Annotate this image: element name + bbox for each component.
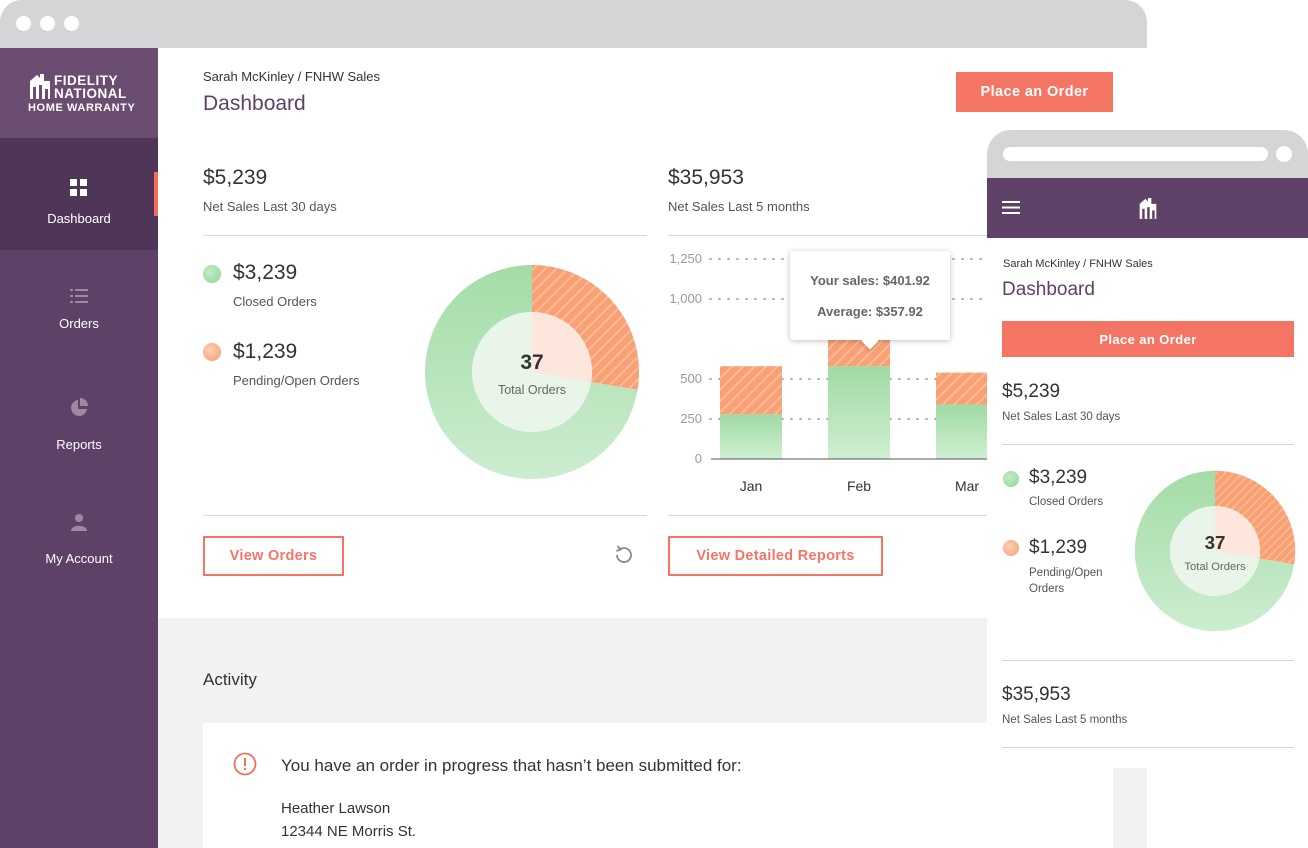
view-reports-button[interactable]: View Detailed Reports bbox=[668, 536, 883, 576]
donut-center-pending bbox=[1215, 506, 1260, 559]
logo[interactable]: FIDELITY NATIONAL HOME WARRANTY bbox=[0, 48, 158, 138]
mobile-net-sales-30-value: $5,239 bbox=[1002, 381, 1061, 402]
mobile-net-sales-30-label: Net Sales Last 30 days bbox=[1002, 411, 1121, 423]
closed-orders-value: $3,239 bbox=[233, 261, 298, 284]
divider bbox=[1002, 660, 1294, 661]
y-tick-label: 1,000 bbox=[669, 291, 702, 306]
grid-icon bbox=[70, 179, 87, 196]
divider bbox=[668, 515, 1147, 516]
y-tick-label: 1,250 bbox=[669, 251, 702, 266]
divider bbox=[1002, 444, 1294, 445]
mobile-orders-donut-chart: 37 Total Orders bbox=[1134, 470, 1296, 632]
sidebar: FIDELITY NATIONAL HOME WARRANTY Dashboar… bbox=[0, 48, 158, 848]
mobile-header bbox=[987, 178, 1308, 238]
alert-message: You have an order in progress that hasn’… bbox=[281, 756, 742, 775]
bar-feb-sales[interactable] bbox=[828, 366, 890, 459]
window-dot[interactable] bbox=[64, 16, 79, 31]
net-sales-5m-label: Net Sales Last 5 months bbox=[668, 199, 810, 214]
main-content: Sarah McKinley / FNHW Sales Dashboard Pl… bbox=[158, 48, 1147, 848]
mobile-url-bar[interactable] bbox=[1003, 147, 1268, 161]
user-icon bbox=[71, 514, 87, 531]
y-tick-label: 0 bbox=[695, 451, 702, 466]
mobile-breadcrumb[interactable]: Sarah McKinley / FNHW Sales bbox=[1003, 258, 1153, 270]
bar-jan-average[interactable] bbox=[720, 366, 782, 415]
sidebar-item-label: Dashboard bbox=[47, 211, 111, 226]
divider bbox=[203, 235, 647, 236]
desktop-window: FIDELITY NATIONAL HOME WARRANTY Dashboar… bbox=[0, 0, 1147, 848]
tooltip-average: Average: $357.92 bbox=[817, 304, 923, 319]
customer-name: Heather Lawson bbox=[281, 800, 391, 817]
divider bbox=[1002, 747, 1294, 748]
divider bbox=[668, 235, 1147, 236]
x-tick-label: Jan bbox=[740, 478, 763, 494]
pending-orders-dot bbox=[203, 343, 221, 361]
window-dot[interactable] bbox=[40, 16, 55, 31]
mobile-donut-center-value: 37 bbox=[1205, 532, 1226, 553]
mobile-window-dot[interactable] bbox=[1276, 146, 1292, 162]
window-dot[interactable] bbox=[16, 16, 31, 31]
pending-orders-label: Pending/Open Orders bbox=[233, 373, 360, 388]
building-logo-icon[interactable] bbox=[1138, 197, 1158, 219]
mobile-pending-orders-label: Pending/Open bbox=[1029, 567, 1103, 579]
logo-text: FIDELITY NATIONAL bbox=[54, 73, 127, 101]
donut-center-value: 37 bbox=[520, 351, 543, 374]
sidebar-item-my-account[interactable]: My Account bbox=[0, 474, 158, 586]
breadcrumb[interactable]: Sarah McKinley / FNHW Sales bbox=[203, 69, 380, 84]
x-tick-label: Feb bbox=[847, 478, 871, 494]
browser-chrome bbox=[0, 0, 1147, 48]
mobile-closed-orders-value: $3,239 bbox=[1029, 467, 1088, 488]
chart-tooltip: Your sales: $401.92 Average: $357.92 bbox=[790, 251, 950, 350]
net-sales-5m-value: $35,953 bbox=[668, 166, 744, 189]
divider bbox=[203, 515, 647, 516]
donut-center-pending bbox=[532, 312, 592, 383]
refresh-icon[interactable] bbox=[613, 544, 635, 566]
logo-line-1: FIDELITY bbox=[54, 73, 118, 88]
closed-orders-dot bbox=[203, 265, 221, 283]
closed-orders-label: Closed Orders bbox=[233, 294, 317, 309]
mobile-body: Sarah McKinley / FNHW Sales Dashboard Pl… bbox=[987, 238, 1308, 768]
mobile-net-sales-5m-label: Net Sales Last 5 months bbox=[1002, 714, 1128, 726]
net-sales-30-label: Net Sales Last 30 days bbox=[203, 199, 337, 214]
page-title: Dashboard bbox=[203, 92, 306, 115]
logo-line-3: HOME WARRANTY bbox=[28, 102, 136, 114]
customer-address: 12344 NE Morris St. bbox=[281, 823, 417, 840]
sidebar-item-label: My Account bbox=[45, 551, 113, 566]
activity-title: Activity bbox=[203, 670, 257, 689]
list-icon bbox=[70, 289, 88, 303]
sidebar-item-label: Orders bbox=[59, 316, 99, 331]
logo-line-2: NATIONAL bbox=[54, 86, 127, 101]
mobile-closed-orders-dot bbox=[1003, 471, 1019, 487]
mobile-page-title: Dashboard bbox=[1002, 279, 1095, 300]
x-tick-label: Mar bbox=[955, 478, 979, 494]
mobile-pending-orders-value: $1,239 bbox=[1029, 537, 1088, 558]
active-indicator bbox=[154, 172, 158, 216]
y-tick-label: 500 bbox=[680, 371, 702, 386]
sidebar-item-reports[interactable]: Reports bbox=[0, 362, 158, 474]
mobile-pending-orders-label: Orders bbox=[1029, 583, 1065, 595]
pending-orders-value: $1,239 bbox=[233, 340, 298, 363]
tooltip-sales: Your sales: $401.92 bbox=[810, 273, 930, 288]
sidebar-item-dashboard[interactable]: Dashboard bbox=[0, 138, 158, 250]
activity-card[interactable]: You have an order in progress that hasn’… bbox=[203, 723, 1113, 848]
bar-jan-sales[interactable] bbox=[720, 414, 782, 459]
place-order-button[interactable]: Place an Order bbox=[956, 72, 1113, 112]
mobile-browser-chrome bbox=[987, 130, 1308, 178]
building-logo-icon bbox=[30, 74, 50, 99]
sidebar-item-orders[interactable]: Orders bbox=[0, 250, 158, 362]
y-tick-label: 250 bbox=[680, 411, 702, 426]
view-orders-button[interactable]: View Orders bbox=[203, 536, 344, 576]
mobile-donut-center-label: Total Orders bbox=[1184, 561, 1246, 573]
mobile-pending-orders-dot bbox=[1003, 540, 1019, 556]
net-sales-30-value: $5,239 bbox=[203, 166, 268, 189]
hamburger-menu-icon[interactable] bbox=[1002, 200, 1020, 215]
mobile-net-sales-5m-value: $35,953 bbox=[1002, 684, 1071, 705]
mobile-window: Sarah McKinley / FNHW Sales Dashboard Pl… bbox=[987, 130, 1308, 848]
mobile-closed-orders-label: Closed Orders bbox=[1029, 496, 1104, 508]
mobile-place-order-button[interactable]: Place an Order bbox=[1002, 321, 1294, 357]
alert-icon bbox=[233, 752, 257, 776]
sidebar-item-label: Reports bbox=[56, 437, 102, 452]
donut-center-label: Total Orders bbox=[498, 383, 566, 397]
orders-donut-chart: 37 Total Orders bbox=[425, 265, 639, 479]
pie-chart-icon bbox=[71, 398, 88, 416]
